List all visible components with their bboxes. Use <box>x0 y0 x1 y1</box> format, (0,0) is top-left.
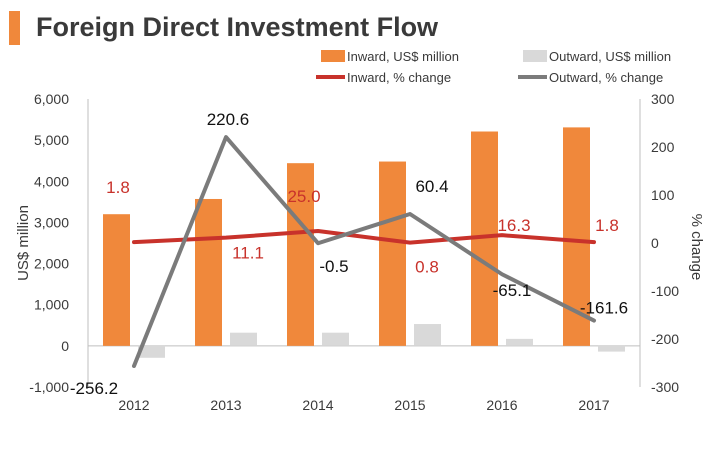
inward-bar <box>287 163 314 346</box>
legend-label-outward-line: Outward, % change <box>549 70 663 85</box>
legend-swatch-inward-bar <box>321 50 345 62</box>
right-tick-label: 0 <box>651 235 659 251</box>
inward-change-label: 11.1 <box>232 244 264 263</box>
inward-change-label: 16.3 <box>497 216 530 235</box>
right-tick-label: 100 <box>651 187 675 203</box>
outward-change-label: -256.2 <box>70 379 118 398</box>
left-tick-label: 4,000 <box>34 173 69 189</box>
left-axis-title: US$ million <box>15 205 32 281</box>
x-tick-label: 2017 <box>578 397 609 413</box>
inward-bar <box>103 214 130 346</box>
outward-bar <box>322 332 349 346</box>
left-tick-label: 6,000 <box>34 91 69 107</box>
left-tick-label: 2,000 <box>34 256 69 272</box>
right-tick-label: -200 <box>651 331 679 347</box>
left-tick-label: 5,000 <box>34 132 69 148</box>
inward-change-label: 0.8 <box>415 258 439 277</box>
inward-bar <box>195 198 222 346</box>
x-tick-label: 2012 <box>118 397 149 413</box>
left-tick-label: 3,000 <box>34 214 69 230</box>
x-tick-label: 2015 <box>394 397 425 413</box>
outward-change-label: -161.6 <box>580 299 628 318</box>
inward-change-label: 25.0 <box>287 187 320 206</box>
outward-bar <box>598 345 625 352</box>
outward-bar <box>506 338 533 346</box>
right-tick-label: 200 <box>651 139 675 155</box>
right-tick-label: 300 <box>651 91 675 107</box>
inward-change-line <box>132 229 596 245</box>
right-tick-label: -100 <box>651 283 679 299</box>
inward-change-label: 1.8 <box>595 216 619 235</box>
right-tick-label: -300 <box>651 379 679 395</box>
legend-swatch-outward-bar <box>523 50 547 62</box>
x-tick-label: 2016 <box>486 397 517 413</box>
inward-change-label: 1.8 <box>106 178 130 197</box>
title-accent-bar <box>9 11 20 45</box>
outward-change-label: 60.4 <box>415 177 448 196</box>
x-tick-label: 2013 <box>210 397 241 413</box>
x-tick-label: 2014 <box>302 397 333 413</box>
outward-change-label: 220.6 <box>207 110 250 129</box>
legend-label-inward-line: Inward, % change <box>347 70 451 85</box>
page-title: Foreign Direct Investment Flow <box>36 12 439 42</box>
legend-label-inward-bar: Inward, US$ million <box>347 49 459 64</box>
outward-change-line <box>132 135 596 368</box>
outward-bar <box>230 332 257 346</box>
legend-label-outward-bar: Outward, US$ million <box>549 49 671 64</box>
left-tick-label: 0 <box>61 338 69 354</box>
left-tick-label: -1,000 <box>29 379 69 395</box>
left-tick-label: 1,000 <box>34 297 69 313</box>
outward-bar <box>138 345 165 358</box>
outward-change-label: -65.1 <box>493 281 532 300</box>
right-axis-title: % change <box>688 214 705 281</box>
outward-bar <box>414 324 441 346</box>
inward-bar <box>379 161 406 346</box>
outward-change-label: -0.5 <box>319 257 348 276</box>
